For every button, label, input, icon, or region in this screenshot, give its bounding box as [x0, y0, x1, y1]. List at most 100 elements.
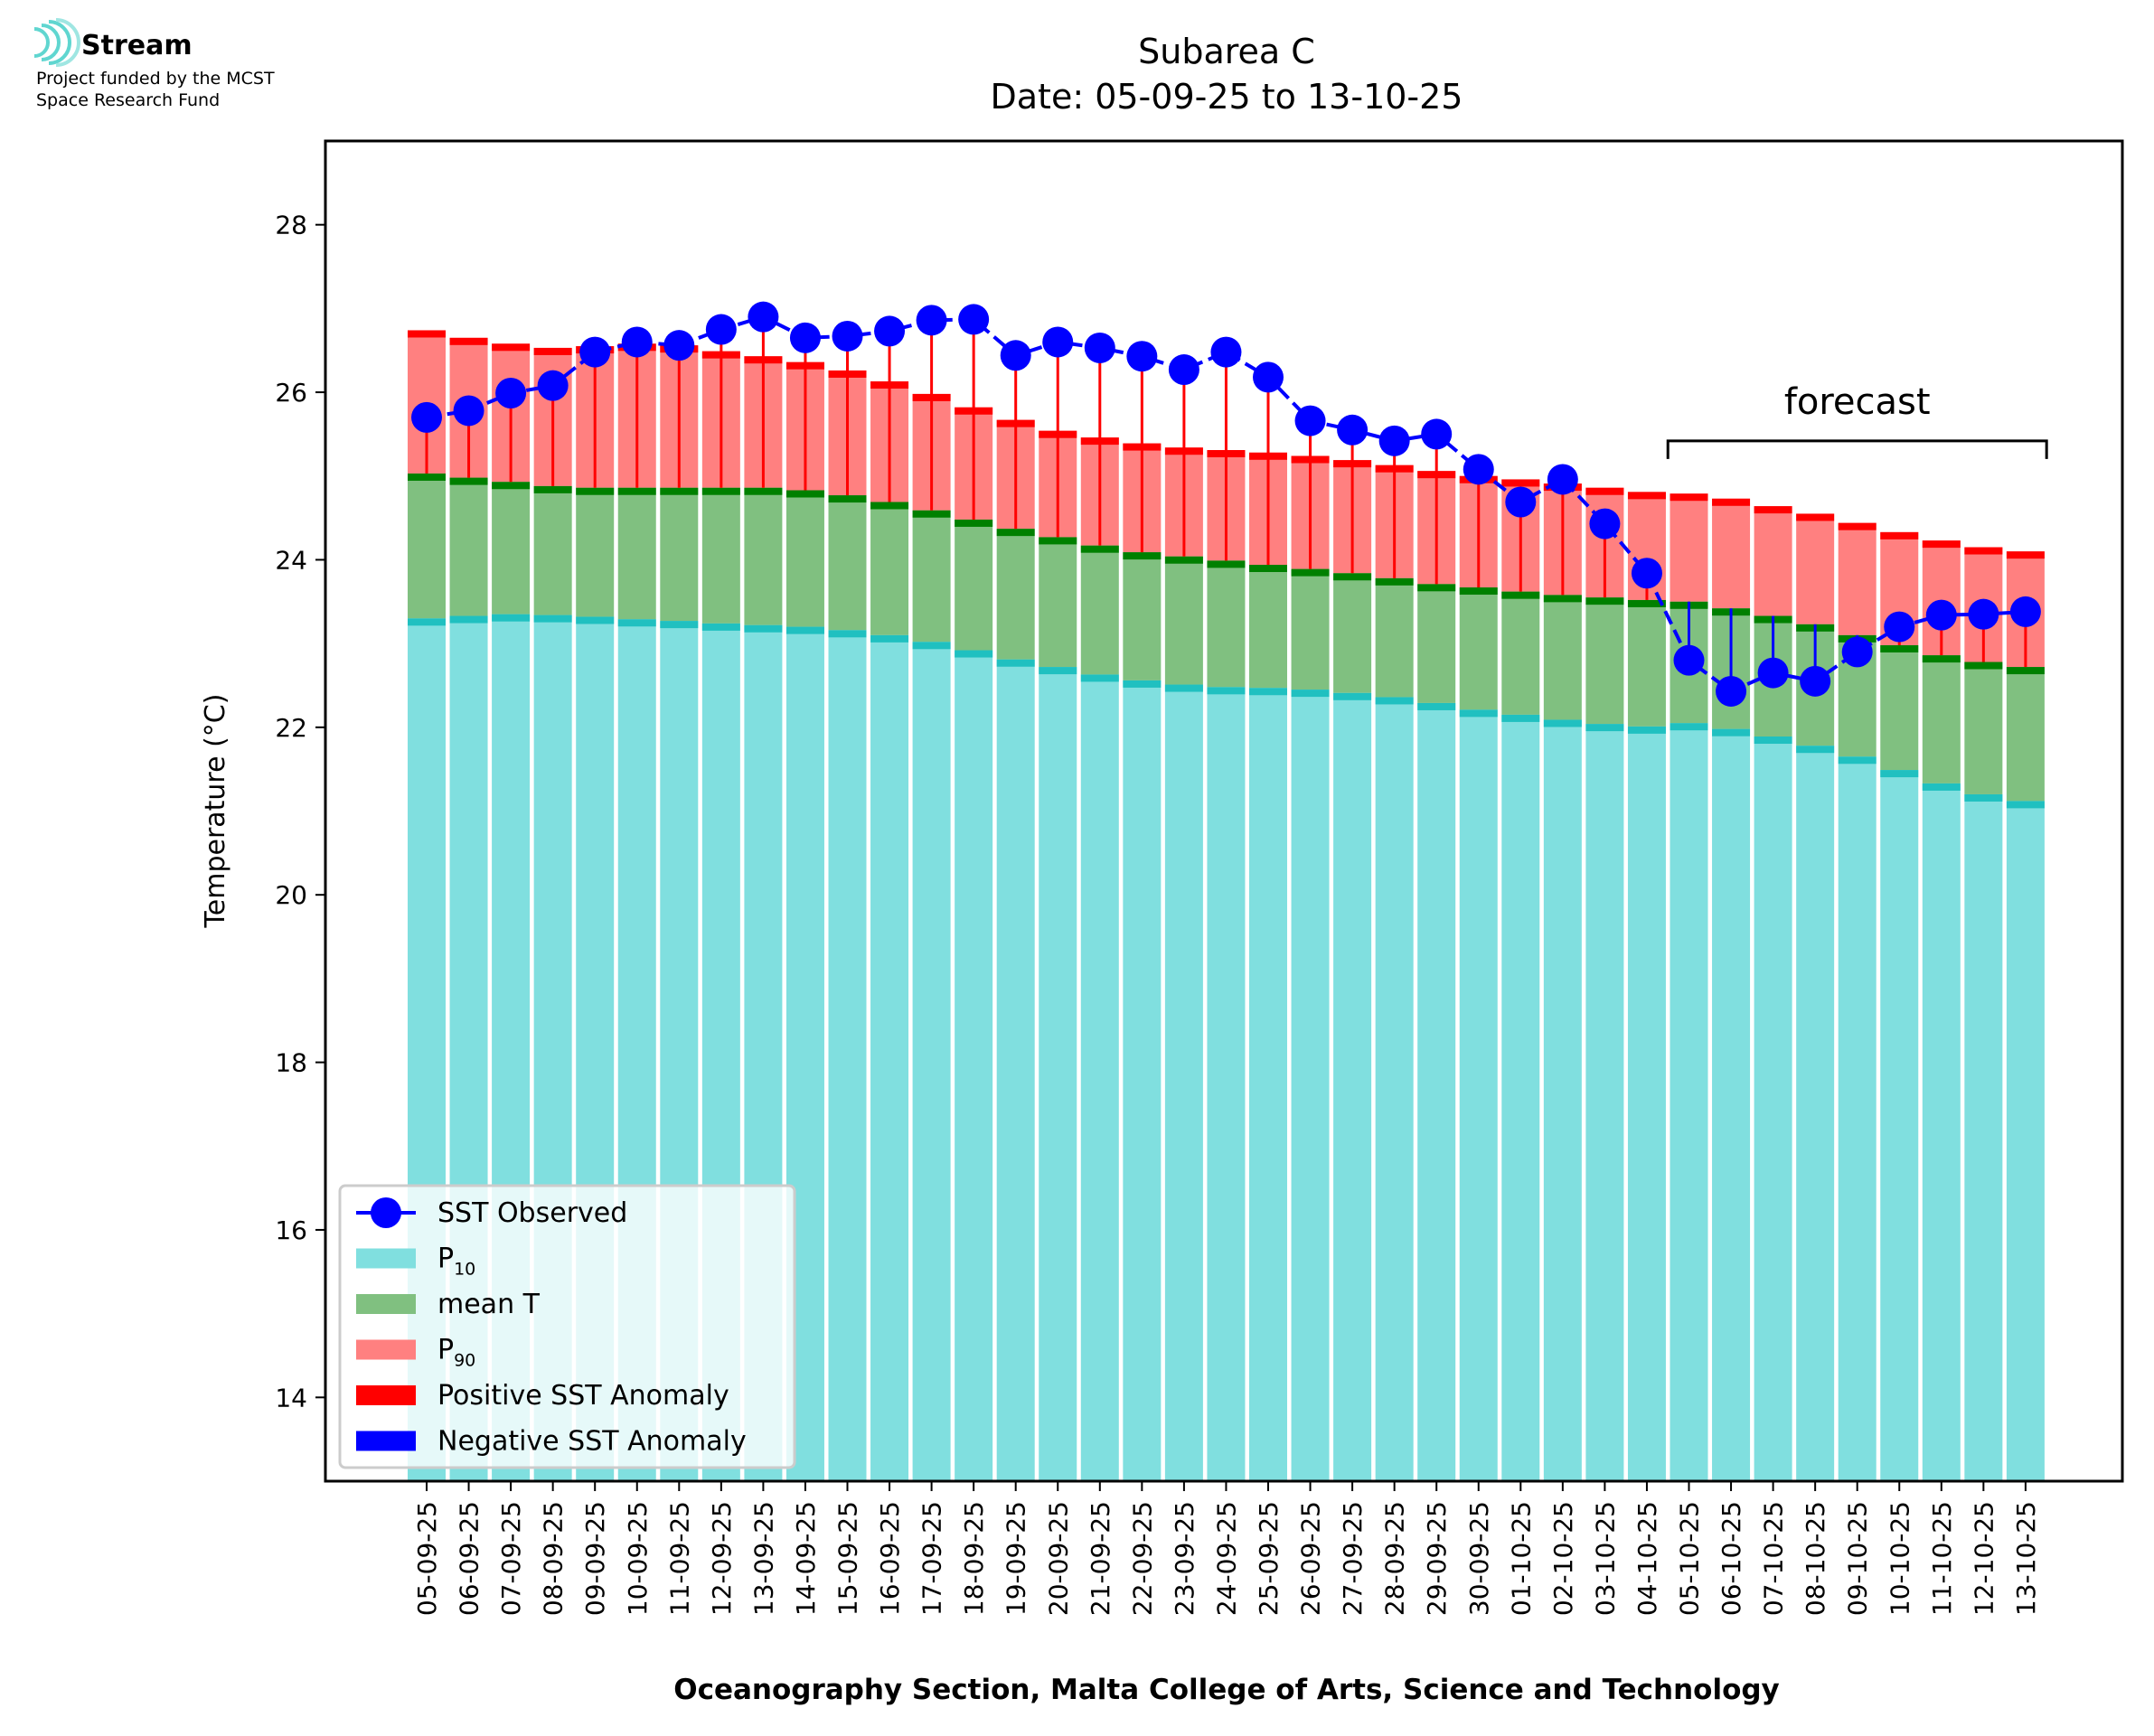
- bar-mean-cap: [912, 510, 951, 518]
- stream-logo: Stream Project funded by the MCST Space …: [33, 18, 275, 110]
- x-tick-label: 16-09-25: [875, 1501, 905, 1616]
- bar-mean-cap: [1080, 545, 1119, 553]
- forecast-bracket: [1666, 439, 2048, 459]
- bar-mean: [744, 487, 783, 625]
- bar-p10-cap: [1796, 746, 1835, 754]
- bar-p10-cap: [1585, 724, 1624, 732]
- x-tick-label: 20-09-25: [1043, 1501, 1073, 1616]
- sst-observed-point: [916, 305, 947, 336]
- bar-p10: [1964, 793, 2003, 1481]
- x-tick-label: 03-10-25: [1590, 1501, 1620, 1616]
- bar-mean: [576, 487, 615, 617]
- bar-mean-cap: [1249, 564, 1287, 572]
- sst-observed-point: [1168, 354, 1199, 386]
- x-tick-label: 10-10-25: [1885, 1501, 1914, 1616]
- bar-mean: [2006, 667, 2045, 802]
- bar-p90-cap: [1922, 540, 1961, 549]
- bar-p10: [1123, 680, 1162, 1481]
- sst-observed-point: [1925, 599, 1957, 631]
- bar-p10-cap: [1164, 684, 1203, 692]
- sst-observed-point: [1421, 418, 1453, 450]
- sst-observed-point: [789, 322, 821, 353]
- y-axis-label: Temperature (°C): [200, 694, 231, 929]
- bar-p10-cap: [1249, 688, 1287, 696]
- sst-observed-point: [537, 370, 569, 401]
- bar-p10: [1585, 724, 1624, 1481]
- bar-p10-cap: [955, 650, 993, 658]
- bar-p10: [870, 634, 909, 1481]
- chart-subtitle: Date: 05-09-25 to 13-10-25: [991, 77, 1463, 117]
- x-tick-label: 11-09-25: [664, 1501, 694, 1616]
- bar-mean: [1627, 599, 1666, 727]
- y-tick-label: 28: [275, 211, 307, 240]
- forecast-label: forecast: [1784, 381, 1931, 423]
- bar-p10: [996, 659, 1035, 1481]
- sst-observed-point: [1294, 405, 1326, 436]
- y-tick-label: 20: [275, 880, 307, 910]
- legend-label: SST Observed: [437, 1197, 627, 1229]
- bar-p10: [828, 630, 867, 1481]
- bar-mean: [912, 510, 951, 643]
- bar-mean-cap: [1417, 584, 1456, 592]
- bar-p10: [1922, 783, 1961, 1481]
- bar-mean: [617, 487, 656, 620]
- bar-p10-cap: [1838, 756, 1877, 765]
- sst-observed-point: [1084, 332, 1115, 363]
- bar-mean: [1585, 597, 1624, 725]
- x-tick-label: 26-09-25: [1296, 1501, 1326, 1616]
- bar-p10-cap: [533, 615, 572, 623]
- sst-observed-point: [453, 395, 484, 427]
- x-tick-label: 05-09-25: [412, 1501, 442, 1616]
- sst-observed-point: [411, 401, 442, 433]
- x-tick-label: 09-10-25: [1843, 1501, 1873, 1616]
- bar-p10: [1543, 719, 1582, 1481]
- legend-swatch: [356, 1385, 416, 1405]
- bar-p90: [1796, 513, 1835, 624]
- bar-p10: [1459, 709, 1498, 1481]
- x-tick-label: 22-09-25: [1127, 1501, 1157, 1616]
- x-tick-label: 24-09-25: [1211, 1501, 1241, 1616]
- bar-p90: [1670, 493, 1708, 602]
- bar-mean: [1123, 552, 1162, 680]
- bar-p10-cap: [744, 624, 783, 633]
- bar-mean-cap: [870, 502, 909, 510]
- y-tick-label: 24: [275, 545, 307, 575]
- bar-mean: [660, 487, 699, 622]
- bar-p10-cap: [1670, 723, 1708, 731]
- sst-observed-point: [621, 326, 653, 358]
- y-tick-label: 16: [275, 1215, 307, 1245]
- bar-p10-cap: [1712, 728, 1751, 737]
- legend-swatch: [356, 1294, 416, 1314]
- bar-p10: [912, 642, 951, 1481]
- sst-observed-point: [1800, 665, 1831, 697]
- bar-mean: [408, 473, 446, 619]
- bar-p10: [1333, 692, 1372, 1481]
- bar-p90-cap: [1585, 487, 1624, 495]
- x-tick-label: 15-09-25: [833, 1501, 863, 1616]
- sst-observed-point: [705, 314, 737, 345]
- bar-p90-cap: [1880, 531, 1919, 540]
- bar-mean: [1543, 595, 1582, 720]
- bar-p10-cap: [1543, 719, 1582, 727]
- bar-p10-cap: [785, 626, 824, 634]
- bar-p90-cap: [1838, 522, 1877, 530]
- bar-p10-cap: [1039, 667, 1077, 675]
- bar-p10-cap: [1291, 690, 1330, 698]
- bar-p10: [1207, 687, 1246, 1481]
- logo-line-2: Space Research Fund: [36, 90, 220, 110]
- legend-label: mean T: [437, 1289, 541, 1320]
- x-tick-label: 19-09-25: [1002, 1501, 1031, 1616]
- sst-observed-point: [1210, 336, 1242, 368]
- x-tick-label: 05-10-25: [1675, 1501, 1705, 1616]
- bar-mean-cap: [744, 487, 783, 495]
- bar-p10: [955, 650, 993, 1481]
- bar-mean-cap: [955, 519, 993, 527]
- bar-p10-cap: [492, 614, 531, 622]
- bar-mean: [1039, 537, 1077, 668]
- bar-p10-cap: [1207, 687, 1246, 695]
- x-tick-label: 04-10-25: [1632, 1501, 1662, 1616]
- bar-mean: [701, 487, 740, 624]
- bar-mean-cap: [1964, 662, 2003, 670]
- y-tick-label: 14: [275, 1383, 307, 1412]
- bar-mean: [1375, 577, 1414, 698]
